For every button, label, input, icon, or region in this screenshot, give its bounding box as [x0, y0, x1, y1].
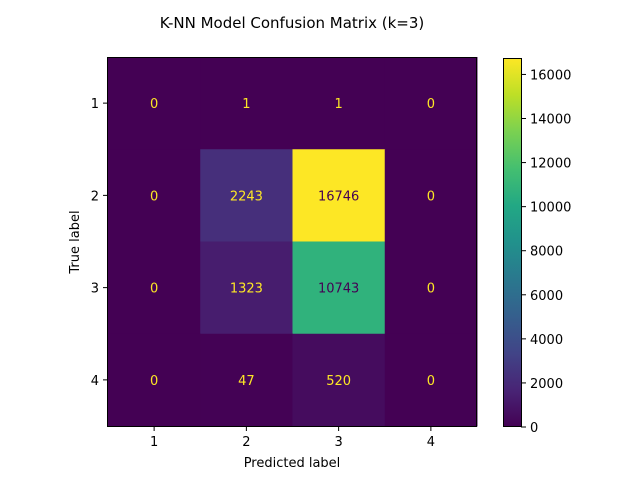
heatmap-cell	[384, 241, 478, 335]
colorbar-tick-label: 14000	[530, 113, 571, 128]
x-tick-label: 2	[242, 435, 250, 450]
heatmap-cell	[384, 57, 478, 150]
cell-value-label: 2243	[230, 189, 263, 204]
cell-value-label: 0	[427, 189, 435, 204]
cell-value-label: 1	[334, 97, 342, 112]
colorbar-tick-label: 12000	[530, 157, 571, 172]
cell-value-label: 0	[150, 189, 158, 204]
cell-value-label: 10743	[318, 282, 359, 297]
colorbar-ticks: 0 2000 4000 6000 8000 10000 12000 14000 16000	[521, 68, 571, 436]
cell-value-label: 0	[150, 374, 158, 389]
heatmap-cell	[200, 57, 293, 150]
colorbar	[503, 58, 521, 427]
heatmap-cell	[292, 57, 386, 150]
heatmap-cell	[108, 241, 201, 335]
cell-value-label: 47	[238, 374, 255, 389]
x-tick-label: 1	[150, 435, 158, 450]
heatmap-cell	[200, 241, 293, 335]
colorbar-tick-label: 4000	[530, 333, 563, 348]
heatmap-cell	[200, 149, 293, 242]
y-tick-label: 1	[91, 97, 99, 112]
cell-value-label: 0	[150, 97, 158, 112]
cell-value-label: 16746	[318, 189, 359, 204]
heatmap-cells: 0 1 1 0 0 2243 16746 0 0 1323 10743 0 0 47 520 0	[108, 57, 478, 427]
colorbar-tick-label: 0	[530, 421, 538, 436]
heatmap-cell	[292, 149, 386, 242]
y-tick-label: 3	[91, 282, 99, 297]
cell-value-label: 1323	[230, 282, 263, 297]
colorbar-tick-label: 6000	[530, 289, 563, 304]
heatmap-cell	[108, 149, 201, 242]
cell-value-label: 520	[326, 374, 351, 389]
cell-value-label: 0	[427, 374, 435, 389]
heatmap-cell	[108, 333, 201, 427]
colorbar-tick-label: 2000	[530, 377, 563, 392]
y-axis-ticks: 1 2 3 4	[91, 97, 108, 389]
y-axis-label: True label	[68, 210, 83, 274]
heatmap-cell	[200, 333, 293, 427]
x-tick-label: 4	[427, 435, 435, 450]
cell-value-label: 0	[427, 97, 435, 112]
heatmap-cell	[108, 57, 201, 150]
colorbar-tick-label: 16000	[530, 68, 571, 83]
chart-title: K-NN Model Confusion Matrix (k=3)	[160, 14, 425, 32]
x-tick-label: 3	[334, 435, 342, 450]
colorbar-frame	[503, 58, 522, 427]
colorbar-tick-label: 10000	[530, 201, 571, 216]
heatmap-cell	[292, 333, 386, 427]
colorbar-tick-label: 8000	[530, 245, 563, 260]
cell-value-label: 1	[242, 97, 250, 112]
plot-frame	[107, 57, 477, 427]
cell-value-label: 0	[427, 282, 435, 297]
x-axis-label: Predicted label	[244, 456, 341, 471]
y-tick-label: 4	[91, 374, 99, 389]
y-tick-label: 2	[91, 189, 99, 204]
heatmap-cell	[384, 333, 478, 427]
cell-value-label: 0	[150, 282, 158, 297]
heatmap-cell	[384, 149, 478, 242]
heatmap-cell	[292, 241, 386, 335]
x-axis-ticks: 1 2 3 4	[150, 426, 435, 450]
